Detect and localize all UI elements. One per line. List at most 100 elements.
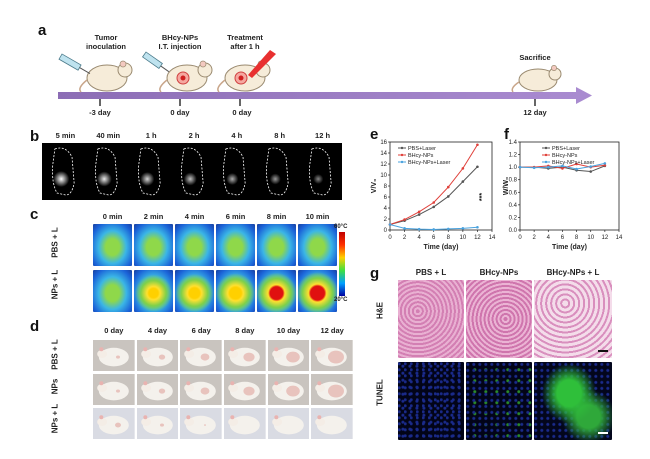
time-label: 4 min [184,212,205,221]
time-label: 4 h [231,131,243,140]
mouse-photo [180,340,222,371]
x-tick-label: 12 [474,235,481,241]
mouse-icon [159,60,213,93]
data-point [589,170,593,173]
series-line [389,166,478,225]
tunel-stain-image [466,362,532,440]
panel-e-letter: e [370,126,379,143]
data-point [589,165,593,168]
y-tick-label: 14 [380,151,387,157]
thermal-image [298,224,337,266]
y-tick-label: 10 [380,173,387,179]
data-point [403,218,406,221]
panel-c-letter: c [30,206,39,223]
legend-label: PBS+Laser [552,146,580,152]
time-label: 10 min [305,212,330,221]
time-label: 6 min [225,212,246,221]
legend-label: BHcy-NPs+Laser [408,160,451,166]
mouse-photo [136,340,179,371]
x-tick-label: 8 [575,235,579,241]
y-tick-label: 1.0 [509,165,518,171]
data-point [518,165,522,169]
event-day: 0 day [170,108,190,117]
y-tick-label: 8 [384,184,388,190]
event-day: 12 day [523,108,547,117]
data-point [561,164,564,168]
data-point [417,210,421,214]
y-tick-label: 2 [384,217,388,223]
time-label: 2 h [188,131,200,140]
plot-frame [519,141,620,231]
fluorescence-image [223,147,246,196]
he-stain-image [466,280,532,358]
data-point [561,167,564,170]
event-title: Tumor [94,33,118,42]
mouse-icon [79,60,133,93]
x-tick-label: 10 [587,235,594,241]
data-point [476,165,479,169]
day-label: 8 day [235,326,255,335]
x-tick-label: 14 [489,235,496,241]
mouse-photo [180,408,222,439]
legend-marker [400,146,404,150]
row-label: NPs + L [50,269,60,300]
legend-marker [544,153,548,157]
day-label: 0 day [104,326,124,335]
he-stain-image [534,280,612,358]
legend-marker [544,146,548,150]
body-weight-chart: 0 2 4 6 8 10 12 14 0.0 0.2 0.4 0.6 0.8 1.0 1.2 1.4 Time … [503,140,623,251]
x-tick-label: 10 [460,235,467,241]
he-stain-image [398,280,464,358]
row-label: H&E [375,302,385,319]
mouse-photo [136,408,179,439]
series-line [389,144,478,225]
column-label: PBS + L [415,268,447,277]
fluorescence-image [309,147,332,196]
mouse-photo [180,374,222,405]
thermal-image [257,224,296,266]
data-point [603,162,607,165]
y-axis-label: W/W₀ [503,177,510,195]
y-axis-label: V/V₀ [371,179,378,193]
legend-label: BHcy-NPs+Laser [552,160,595,166]
panel-d-letter: d [30,318,40,335]
row-label: NPs + L [50,403,60,434]
x-tick-label: 0 [388,235,392,241]
legend-label: PBS+Laser [408,146,436,152]
thermal-image [134,270,173,312]
colorbar-max-label: 60°C [334,224,348,230]
fluorescence-image [180,147,204,196]
day-label: 6 day [191,326,211,335]
fluorescence-image-strip [42,143,342,200]
mouse-photo [224,340,266,371]
mouse-photo [311,374,353,405]
panel-d-day-labels: 0 day 4 day 6 day 8 day 10 day 12 day [92,326,354,338]
syringe-icon [142,51,170,73]
data-point [532,166,536,170]
mouse-photo [224,408,266,439]
mouse-photo [224,374,266,405]
mouse-photo [93,408,135,439]
day-label: 10 day [276,326,301,335]
data-point [446,185,450,189]
y-tick-label: 12 [380,162,387,168]
panel-c-time-labels: 0 min 2 min 4 min 6 min 8 min 10 min [92,212,338,224]
mouse-photo [311,340,353,371]
thermal-image [298,270,337,312]
data-point [432,205,436,209]
scale-bar [598,350,608,352]
timeline-arrow-head [576,87,592,104]
data-point [476,143,479,147]
x-axis-label: Time (day) [552,244,587,251]
row-label: TUNEL [375,379,385,406]
panel-g-letter: g [370,265,380,282]
y-tick-label: 1.2 [509,153,518,159]
time-label: 1 h [145,131,157,140]
y-tick-label: 0.2 [509,215,518,221]
data-point [476,225,479,229]
significance-annotation: *** [479,193,486,201]
x-tick-label: 0 [518,235,522,241]
panel-b-time-labels: 5 min 40 min 1 h 2 h 4 h 8 h 12 h [44,131,344,143]
day-label: 4 day [147,326,168,335]
mouse-photo [311,408,353,439]
